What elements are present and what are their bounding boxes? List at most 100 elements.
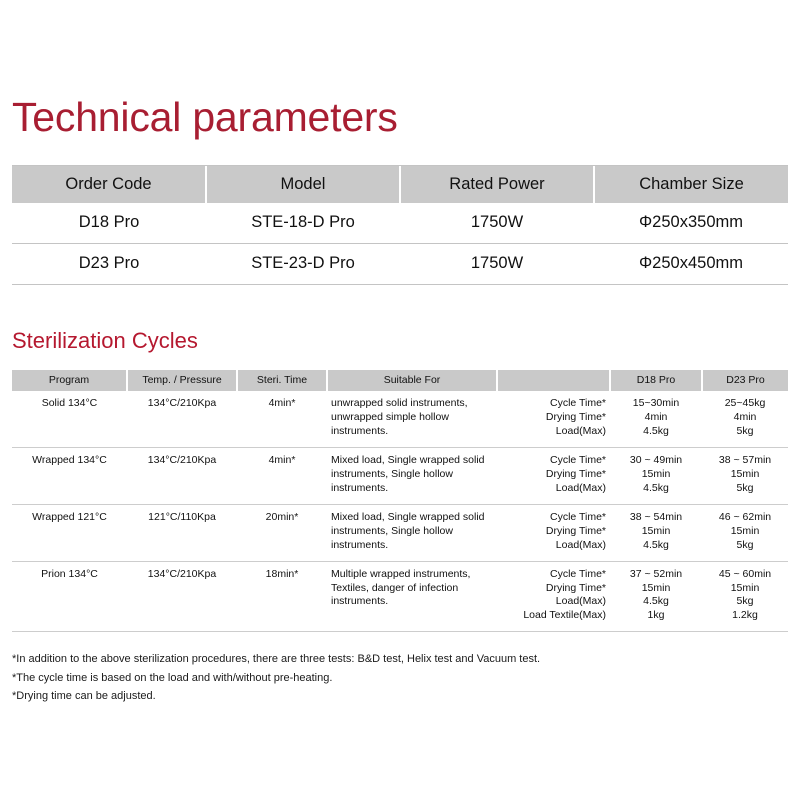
cycle-cell-d18-values: 15~30min 4min 4.5kg [610, 391, 702, 448]
cycle-column-header-program: Program [12, 370, 128, 391]
cycle-cell-d23-values: 46 ~ 62min 15min 5kg [702, 504, 788, 562]
cycle-cell-d23-values-line: 5kg [736, 481, 754, 494]
cycle-cell-d23-values-line: 5kg [736, 595, 754, 608]
spec-cell-model: STE-18-D Pro [206, 203, 400, 244]
cycle-column-header-steri-time: Steri. Time [237, 370, 328, 391]
cycle-cell-d18-values-line: 4.5kg [643, 481, 669, 494]
cycle-cell-metric-labels-line: Load(Max) [555, 538, 606, 551]
spec-column-header-chamber-size: Chamber Size [594, 166, 788, 203]
cycle-cell-d23-values-line: 15min [730, 581, 760, 594]
cycle-column-header-temp-pressure: Temp. / Pressure [127, 370, 238, 391]
cycle-cell-d23-values-line: 38 ~ 57min [718, 453, 772, 466]
cycle-table-header-row: Program Temp. / Pressure Steri. Time Sui… [12, 370, 788, 391]
cycle-cell-metric-labels-line: Drying Time* [545, 581, 606, 594]
cycle-cell-d23-values: 25~45kg 4min 5kg [702, 391, 788, 448]
cycle-cell-program: Wrapped 134°C [12, 447, 127, 505]
cycle-cell-metric-labels-line: Drying Time* [545, 467, 606, 480]
cycle-cell-metric-labels: Cycle Time* Drying Time* Load(Max) Load Tex… [497, 561, 610, 633]
cycle-cell-metric-labels-line: Cycle Time* [549, 397, 606, 409]
cycle-cell-metric-labels: Cycle Time* Drying Time* Load(Max) [497, 447, 610, 505]
cycle-table-body: Solid 134°C 134°C/210Kpa 4min* unwrapped so… [12, 391, 788, 633]
spec-cell-chamber-size: Φ250x350mm [594, 203, 788, 244]
cycle-cell-steri-time: 18min* [237, 561, 327, 633]
cycle-cell-d18-values-line: 4.5kg [643, 538, 669, 551]
table-row: Prion 134°C 134°C/210Kpa 18min* Multiple wr… [12, 561, 788, 633]
cycle-column-header-suitable-for: Suitable For [327, 370, 498, 391]
cycle-cell-d18-values-line: 15min [641, 524, 671, 537]
spec-cell-order-code: D18 Pro [12, 203, 206, 244]
table-row: Wrapped 134°C 134°C/210Kpa 4min* Mixed load… [12, 447, 788, 505]
cycle-column-header-metrics [497, 370, 611, 391]
table-row: Wrapped 121°C 121°C/110Kpa 20min* Mixed loa… [12, 504, 788, 562]
cycle-cell-d18-values-line: 30 ~ 49min [629, 453, 683, 466]
footnote-item: *Drying time can be adjusted. [12, 689, 156, 702]
section-title-sterilization-cycles: Sterilization Cycles [12, 328, 198, 353]
cycle-cell-metric-labels-line: Load(Max) [555, 424, 606, 437]
cycle-cell-metric-labels: Cycle Time* Drying Time* Load(Max) [497, 391, 610, 448]
cycle-cell-steri-time: 4min* [237, 391, 327, 448]
spec-table-top-rule [12, 165, 788, 166]
cycle-cell-d23-values-line: 1.2kg [732, 609, 758, 622]
cycle-cell-program: Solid 134°C [12, 391, 127, 448]
cycle-cell-d23-values: 38 ~ 57min 15min 5kg [702, 447, 788, 505]
cycle-cell-steri-time: 20min* [237, 504, 327, 562]
cycle-cell-temp-pressure: 134°C/210Kpa [127, 561, 237, 633]
cycle-cell-program: Prion 134°C [12, 561, 127, 633]
cycle-cell-d23-values: 45 ~ 60min 15min 5kg 1.2kg [702, 561, 788, 633]
spec-column-header-rated-power: Rated Power [400, 166, 595, 203]
cycle-cell-d23-values-line: 15min [730, 524, 760, 537]
spec-cell-model: STE-23-D Pro [206, 243, 400, 285]
cycle-cell-metric-labels-line: Load(Max) [555, 595, 606, 608]
cycle-cell-d18-values: 37 ~ 52min 15min 4.5kg 1kg [610, 561, 702, 633]
spec-cell-order-code: D23 Pro [12, 243, 206, 285]
cycle-cell-d18-values-line: 15min [641, 467, 671, 480]
spec-cell-rated-power: 1750W [400, 243, 594, 285]
cycle-cell-suitable-for: Mixed load, Single wrapped solid instrum… [327, 504, 497, 562]
cycle-cell-metric-labels-line: Drying Time* [545, 410, 606, 423]
cycle-cell-program: Wrapped 121°C [12, 504, 127, 562]
cycle-cell-d18-values-line: 37 ~ 52min [629, 567, 683, 580]
cycle-cell-metric-labels: Cycle Time* Drying Time* Load(Max) [497, 504, 610, 562]
cycle-cell-temp-pressure: 134°C/210Kpa [127, 391, 237, 448]
footnotes: *In addition to the above sterilization … [12, 650, 788, 704]
spec-column-header-model: Model [206, 166, 401, 203]
page-title: Technical parameters [12, 94, 398, 140]
cycle-cell-suitable-for: unwrapped solid instruments, unwrapped s… [327, 391, 497, 448]
cycle-cell-d23-values-line: 5kg [736, 538, 754, 551]
cycle-cell-d23-values-line: 15min [730, 467, 760, 480]
table-row: D23 Pro STE-23-D Pro 1750W Φ250x450mm [12, 243, 788, 285]
cycle-cell-d18-values-line: 4min [644, 410, 668, 423]
cycle-cell-temp-pressure: 121°C/110Kpa [127, 504, 237, 562]
cycle-cell-metric-labels-line: Cycle Time* [549, 453, 606, 466]
spec-cell-rated-power: 1750W [400, 203, 594, 244]
cycle-cell-d18-values-line: 4.5kg [643, 424, 669, 437]
cycle-cell-d18-values-line: 15~30min [632, 397, 680, 409]
sterilization-cycles-table: Program Temp. / Pressure Steri. Time Sui… [12, 370, 788, 633]
cycle-cell-d18-values-line: 38 ~ 54min [629, 510, 683, 523]
cycle-cell-suitable-for: Mixed load, Single wrapped solid instrum… [327, 447, 497, 505]
spec-cell-chamber-size: Φ250x450mm [594, 243, 788, 285]
cycle-cell-d23-values-line: 4min [733, 410, 757, 423]
cycle-cell-d18-values-line: 1kg [647, 609, 665, 622]
table-row: D18 Pro STE-18-D Pro 1750W Φ250x350mm [12, 203, 788, 244]
cycle-cell-d23-values-line: 45 ~ 60min [718, 567, 772, 580]
cycle-cell-metric-labels-line: Load(Max) [555, 481, 606, 494]
cycle-cell-d18-values-line: 15min [641, 581, 671, 594]
cycle-cell-metric-labels-line: Load Textile(Max) [523, 609, 606, 622]
cycle-cell-d23-values-line: 5kg [736, 424, 754, 437]
cycle-cell-d18-values: 30 ~ 49min 15min 4.5kg [610, 447, 702, 505]
cycle-cell-d23-values-line: 46 ~ 62min [718, 510, 772, 523]
spec-column-header-order-code: Order Code [12, 166, 207, 203]
spec-table-header-row: Order Code Model Rated Power Chamber Siz… [12, 166, 788, 203]
table-row: Solid 134°C 134°C/210Kpa 4min* unwrapped so… [12, 391, 788, 448]
cycle-cell-steri-time: 4min* [237, 447, 327, 505]
cycle-cell-temp-pressure: 134°C/210Kpa [127, 447, 237, 505]
cycle-cell-suitable-for: Multiple wrapped instruments, Textiles, … [327, 561, 497, 633]
cycle-cell-metric-labels-line: Cycle Time* [549, 567, 606, 580]
cycle-cell-metric-labels-line: Drying Time* [545, 524, 606, 537]
cycle-cell-d18-values: 38 ~ 54min 15min 4.5kg [610, 504, 702, 562]
cycle-cell-metric-labels-line: Cycle Time* [549, 510, 606, 523]
cycle-cell-d23-values-line: 25~45kg [724, 397, 766, 409]
specifications-table: Order Code Model Rated Power Chamber Siz… [12, 166, 788, 285]
